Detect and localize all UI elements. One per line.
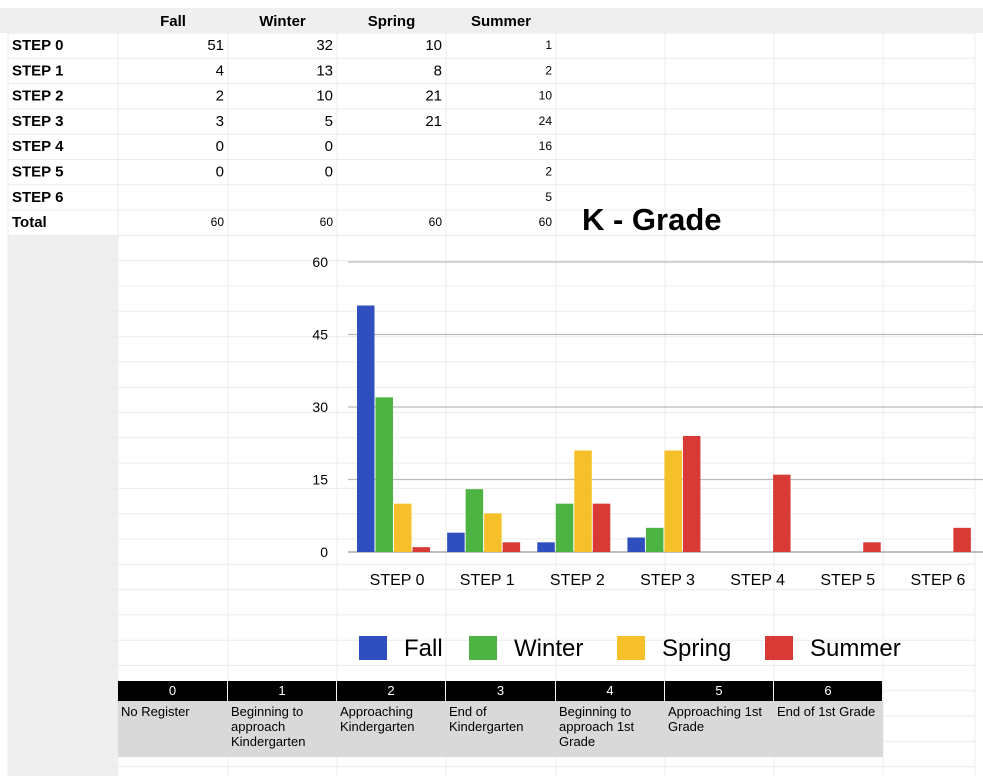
bar: [555, 503, 574, 552]
key-code: 1: [228, 681, 336, 701]
cell-value: 60: [539, 215, 553, 229]
legend-swatch: [469, 636, 497, 660]
bar: [592, 503, 611, 552]
cell-value: 0: [325, 164, 333, 181]
cell-value: 0: [216, 164, 224, 181]
key-label: End of Kindergarten: [446, 701, 556, 757]
y-tick-label: 0: [320, 544, 328, 560]
row-label: STEP 1: [12, 62, 63, 79]
x-tick-label: STEP 2: [550, 572, 605, 589]
bar: [357, 305, 375, 552]
bar: [574, 450, 592, 552]
bar: [645, 527, 664, 552]
y-tick-label: 45: [312, 327, 328, 343]
cell-value: 10: [316, 88, 333, 105]
row-header-bg: [8, 236, 118, 776]
bar: [682, 436, 701, 552]
cell-value: 5: [325, 113, 333, 130]
header-row-bg: [0, 8, 983, 33]
cell-value: 0: [216, 138, 224, 155]
key-label: Approaching Kindergarten: [337, 701, 446, 757]
y-tick-label: 30: [312, 399, 328, 415]
bar: [953, 527, 971, 552]
column-header: Fall: [160, 13, 186, 30]
cell-value: 21: [425, 88, 442, 105]
row-label: Total: [12, 214, 47, 231]
legend-swatch: [765, 636, 793, 660]
legend-label: Winter: [514, 635, 583, 662]
cell-value: 0: [325, 138, 333, 155]
legend-swatch: [617, 636, 645, 660]
cell-value: 51: [207, 37, 224, 54]
x-tick-label: STEP 5: [820, 572, 875, 589]
cell-value: 4: [216, 62, 224, 79]
key-code: 4: [556, 681, 664, 701]
bar: [627, 537, 645, 552]
row-label: STEP 2: [12, 88, 63, 105]
bar: [375, 397, 393, 552]
key-label: No Register: [118, 701, 228, 757]
row-label: STEP 0: [12, 37, 63, 54]
bar: [465, 489, 484, 552]
cell-value: 32: [316, 37, 333, 54]
cell-value: 24: [539, 114, 553, 128]
cell-value: 13: [316, 62, 333, 79]
bar: [664, 450, 682, 552]
key-code: 3: [446, 681, 555, 701]
bar: [484, 513, 502, 552]
cell-value: 21: [425, 113, 442, 130]
y-tick-label: 60: [312, 254, 328, 270]
cell-value: 60: [211, 215, 225, 229]
legend-label: Summer: [810, 635, 901, 662]
cell-value: 16: [539, 139, 553, 153]
x-tick-label: STEP 3: [640, 572, 695, 589]
bar: [412, 547, 430, 552]
bar: [863, 542, 881, 552]
key-code: 2: [337, 681, 445, 701]
bar: [394, 503, 412, 552]
cell-value: 60: [429, 215, 443, 229]
key-label: Beginning to approach Kindergarten: [228, 701, 337, 757]
key-code: 0: [118, 681, 227, 701]
x-tick-label: STEP 0: [370, 572, 425, 589]
legend-label: Fall: [404, 635, 443, 662]
x-tick-label: STEP 1: [460, 572, 515, 589]
cell-value: 60: [320, 215, 334, 229]
bar: [502, 542, 521, 552]
bar: [447, 532, 465, 552]
column-header: Spring: [368, 13, 416, 30]
cell-value: 2: [545, 63, 552, 77]
row-label: STEP 3: [12, 113, 63, 130]
key-label: Beginning to approach 1st Grade: [556, 701, 665, 757]
cell-value: 2: [216, 88, 224, 105]
legend-swatch: [359, 636, 387, 660]
cell-value: 8: [434, 62, 442, 79]
cell-value: 10: [425, 37, 442, 54]
x-tick-label: STEP 6: [911, 572, 966, 589]
cell-value: 10: [539, 89, 553, 103]
row-label: STEP 5: [12, 164, 63, 181]
row-label: STEP 6: [12, 189, 63, 206]
bar: [537, 542, 555, 552]
cell-value: 2: [545, 165, 552, 179]
chart-title: K - Grade: [582, 202, 722, 237]
bar: [773, 474, 791, 552]
key-label: Approaching 1st Grade: [665, 701, 774, 757]
key-label: End of 1st Grade: [774, 701, 883, 757]
column-header: Summer: [471, 13, 531, 30]
legend-label: Spring: [662, 635, 731, 662]
key-code: 6: [774, 681, 882, 701]
cell-value: 1: [545, 38, 552, 52]
column-header: Winter: [259, 13, 306, 30]
row-label: STEP 4: [12, 138, 64, 155]
cell-value: 3: [216, 113, 224, 130]
x-tick-label: STEP 4: [730, 572, 785, 589]
cell-value: 5: [545, 190, 552, 204]
key-code: 5: [665, 681, 773, 701]
y-tick-label: 15: [312, 472, 328, 488]
